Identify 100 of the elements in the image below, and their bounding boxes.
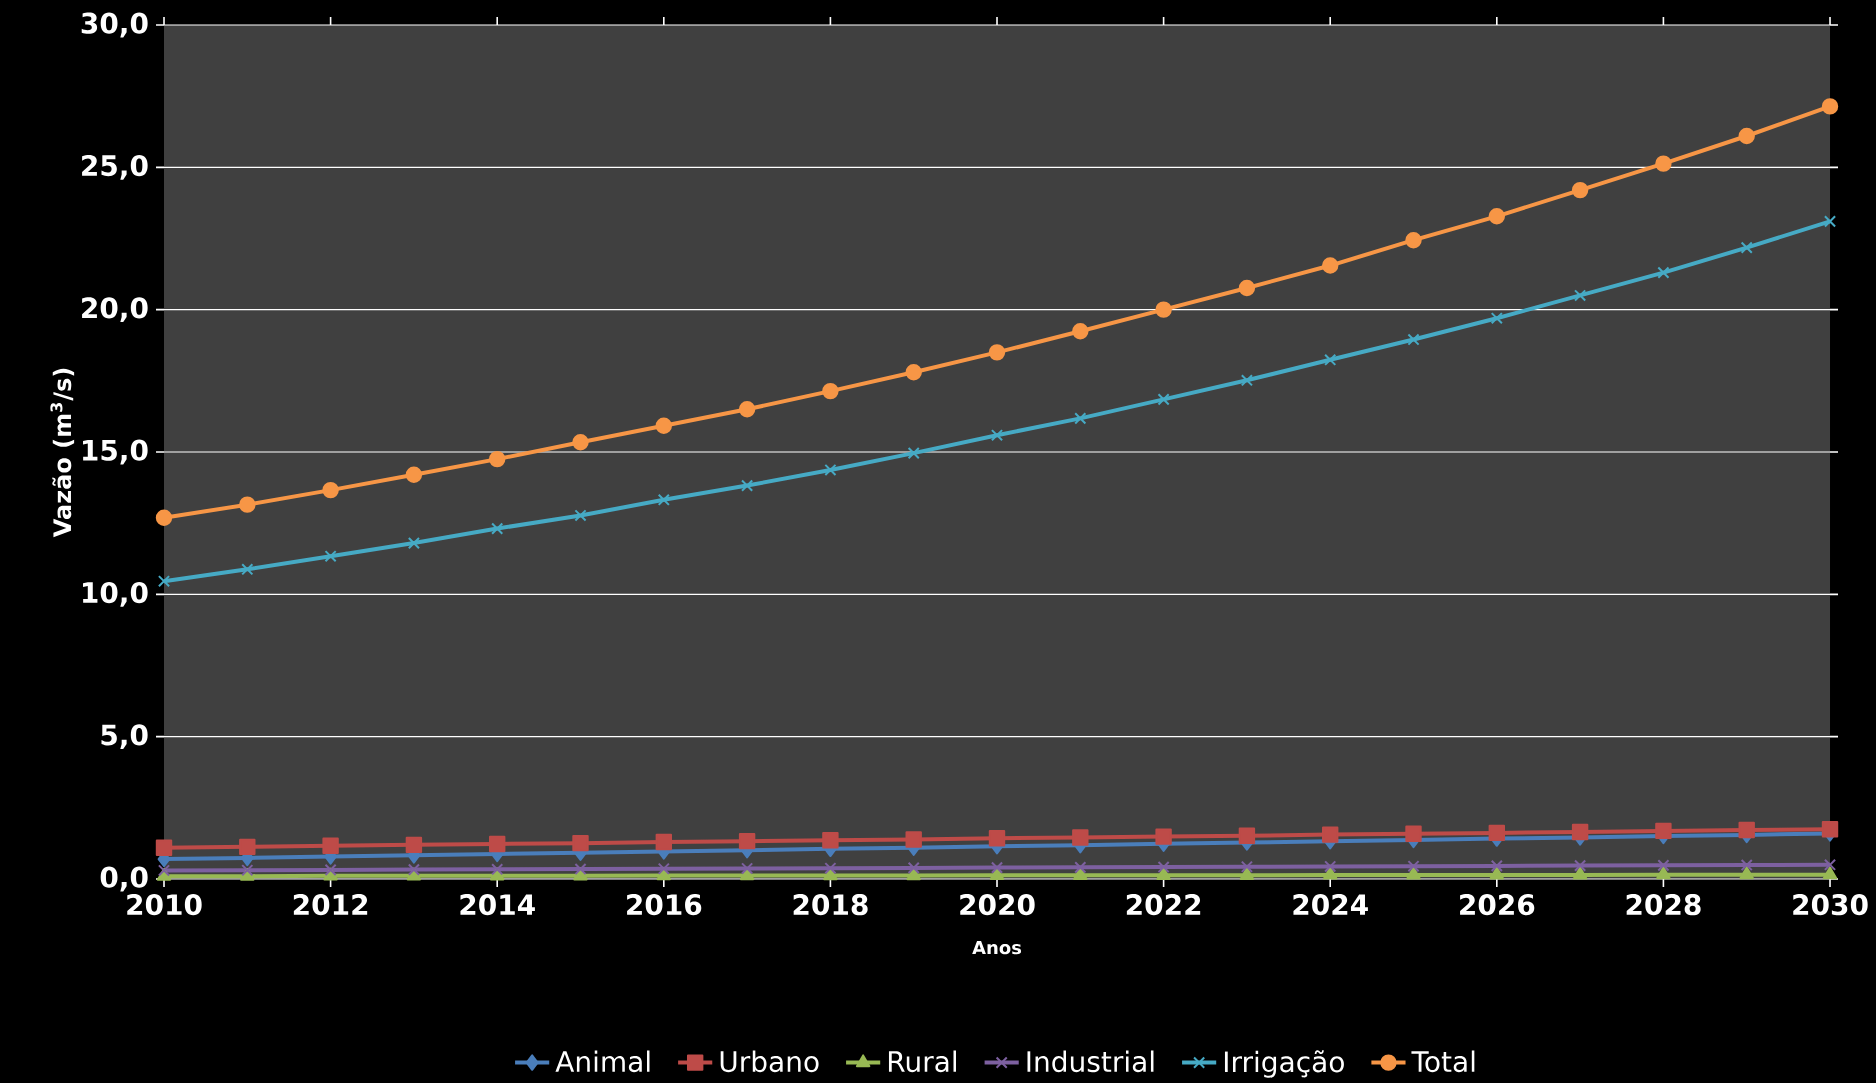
point [1655,155,1672,172]
point [241,864,254,877]
legend-label: Rural [888,1050,957,1073]
point [1073,867,1088,880]
point [1822,866,1838,880]
point [1072,829,1089,846]
point [1821,98,1839,115]
point [1739,866,1754,880]
y-tick-label: 5,0 [101,724,148,750]
point [1490,859,1503,872]
point [824,862,837,875]
y-tick-label: 15,0 [83,439,148,465]
x-tick-label: 2022 [1126,894,1201,916]
point [405,466,423,483]
point [1738,821,1755,839]
point [1405,825,1422,842]
x-tick-label: 2030 [1793,894,1868,916]
point [322,481,339,499]
point [1740,241,1753,254]
point [155,839,173,856]
point [655,417,672,435]
point [1405,232,1422,249]
point [1074,412,1087,425]
point [1406,866,1421,880]
point [1155,301,1172,318]
point [1074,861,1087,874]
point [324,550,337,563]
point [655,833,672,851]
legend-label: Urbano [720,1050,819,1073]
point [1322,826,1339,843]
point [157,864,171,877]
point [822,832,839,849]
point [1821,820,1839,838]
x-tick-label: 2010 [127,894,202,916]
x-axis-title: Anos [972,940,1022,955]
point [489,835,506,853]
point [407,863,420,876]
x-tick-label: 2020 [960,894,1035,916]
point [989,867,1005,880]
x-tick-label: 2016 [627,894,702,916]
point [1156,867,1171,880]
point [405,836,423,854]
point [990,429,1004,442]
point [1488,824,1506,842]
x-tick-label: 2018 [793,894,868,916]
point [489,450,506,468]
point [1571,181,1589,199]
y-tick-label: 30,0 [81,12,148,38]
point [491,522,504,535]
point [1738,127,1755,145]
point [1656,866,1671,880]
point [1657,266,1670,279]
point [1574,859,1587,872]
point [1655,822,1672,840]
point [741,479,754,492]
point [155,509,173,526]
point [907,861,920,874]
point [1240,860,1253,873]
legend-label: Total [1411,1050,1475,1073]
legend-label: Animal [555,1050,650,1073]
point [988,830,1006,847]
x-tick-label: 2028 [1626,894,1701,916]
point [657,862,670,875]
x-tick-label: 2026 [1460,894,1535,916]
point [239,496,256,513]
point [1240,374,1253,387]
point [1322,866,1338,880]
point [741,862,754,875]
y-tick-label: 25,0 [82,154,148,180]
point [1823,215,1837,228]
point [1490,312,1503,325]
point [157,575,171,588]
x-tick-label: 2024 [1293,894,1368,916]
y-axis-title: Vazão (m$^{3}$/s) [50,368,75,538]
point [1574,289,1587,302]
point [1239,867,1255,880]
legend-label: Industrial [1027,1050,1154,1073]
point [905,364,922,381]
point [1238,827,1256,844]
point [491,863,504,876]
point [241,563,254,576]
point [1823,858,1837,871]
point [324,863,337,876]
point [1489,866,1505,880]
point [1324,860,1337,873]
point [905,831,922,848]
point [1155,828,1172,845]
legend-label: Irrigação [1224,1050,1344,1078]
point [1157,393,1170,406]
point [738,832,756,850]
point [1072,323,1089,340]
point [738,401,756,418]
point [574,509,587,522]
point [1322,257,1339,274]
point [1238,279,1256,297]
point [657,493,670,506]
point [572,834,589,852]
point [1740,858,1753,872]
point [907,447,920,460]
point [1571,823,1589,841]
